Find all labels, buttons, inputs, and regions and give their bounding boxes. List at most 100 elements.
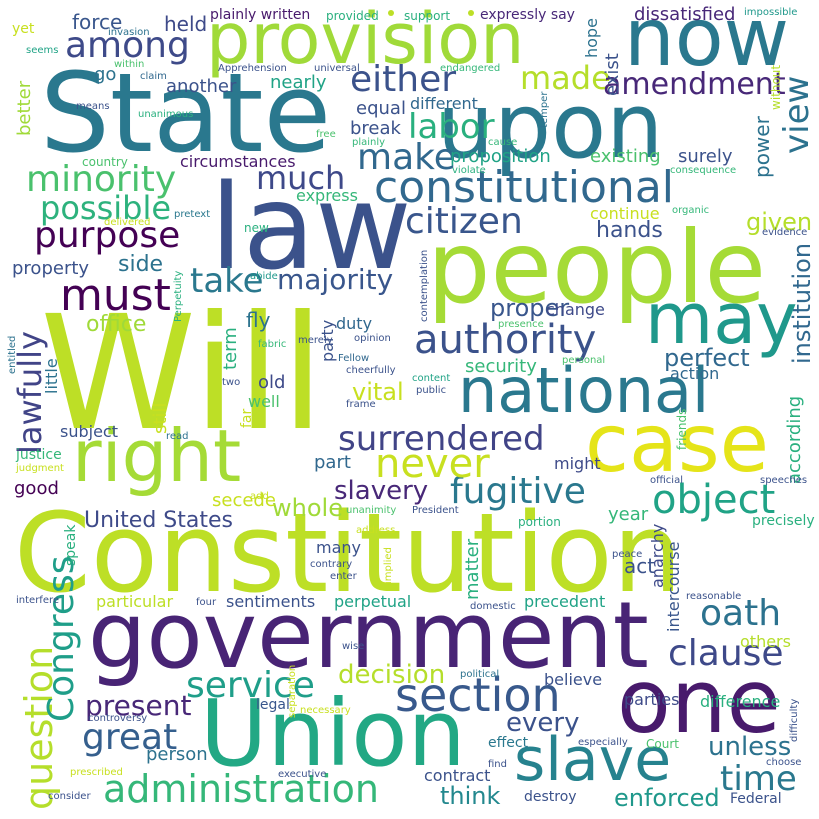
word-peace: peace: [612, 549, 643, 560]
word-make: make: [357, 137, 456, 178]
word-separation: separation: [287, 664, 298, 718]
word-national: national: [458, 354, 710, 427]
word-speeches: speeches: [760, 475, 808, 486]
word-upon: upon: [437, 74, 664, 179]
word-well: well: [248, 392, 280, 411]
word-held: held: [164, 12, 208, 36]
word-consider: consider: [48, 791, 91, 802]
word-might: might: [554, 454, 601, 473]
separator-dot: [388, 10, 394, 16]
word-reasonable: reasonable: [686, 591, 742, 602]
word-speak: speak: [63, 524, 79, 566]
word-hope: hope: [582, 18, 601, 58]
word-delivered: delivered: [104, 217, 151, 228]
word-good: good: [14, 478, 59, 499]
word-evidence: evidence: [762, 227, 808, 238]
word-congress: Congress: [41, 555, 82, 723]
word-circumstances: circumstances: [180, 152, 296, 171]
word-never: never: [375, 441, 490, 487]
word-secede: secede: [212, 490, 276, 511]
word-cause: cause: [488, 137, 518, 148]
word-fugitive: fugitive: [450, 471, 586, 512]
word-contrary: contrary: [310, 559, 353, 570]
word-official: official: [650, 475, 683, 486]
word-violate: violate: [452, 165, 486, 176]
word-take: take: [190, 261, 264, 301]
word-difference: difference: [700, 692, 781, 711]
word-think: think: [440, 782, 501, 810]
word-executive: executive: [278, 769, 327, 780]
word-either: either: [350, 59, 457, 100]
word-country: country: [82, 155, 128, 169]
word-four: four: [196, 597, 217, 608]
word-friends: friends: [675, 408, 689, 450]
word-wise: wise: [342, 641, 365, 652]
word-little: little: [42, 358, 61, 394]
word-whole: whole: [272, 494, 343, 522]
word-provided: provided: [326, 9, 379, 23]
word-part: part: [314, 452, 351, 473]
word-minority: minority: [26, 159, 177, 200]
word-anarchy: anarchy: [648, 523, 667, 588]
word-opinion: opinion: [354, 333, 391, 344]
word-public: public: [416, 385, 447, 396]
word-legal: legal: [256, 697, 290, 713]
word-action: action: [670, 364, 720, 383]
word-different: different: [410, 94, 478, 113]
word-difficulty: difficulty: [789, 698, 800, 742]
word-section: section: [395, 668, 561, 722]
word-right: right: [72, 414, 242, 498]
word-majority: majority: [277, 263, 394, 296]
word-year: year: [608, 504, 649, 525]
word-temper: temper: [539, 91, 550, 128]
word-plainly-written: plainly written: [210, 7, 311, 23]
word-dissatisfied: dissatisfied: [634, 4, 736, 25]
word-given: given: [746, 208, 813, 236]
word-merely: merely: [298, 335, 333, 346]
word-means: means: [76, 101, 110, 112]
word-oath: oath: [700, 593, 782, 634]
word-read: read: [166, 431, 189, 442]
word-people: people: [427, 209, 766, 326]
word-object: object: [652, 477, 776, 523]
word-constitution: Constitution: [14, 489, 683, 617]
word-law: law: [210, 158, 412, 296]
word-will: Will: [40, 282, 325, 466]
word-believe: believe: [544, 670, 603, 689]
word-perpetuity: Perpetuity: [173, 270, 184, 322]
word-without: without: [769, 64, 783, 110]
word-purpose: purpose: [34, 215, 181, 256]
word-side: side: [118, 252, 164, 277]
word-consequence: consequence: [670, 165, 737, 176]
word-existing: existing: [590, 146, 661, 167]
word-institution: institution: [788, 242, 816, 364]
word-contemplation: contemplation: [419, 249, 430, 322]
word-personal: personal: [562, 355, 606, 366]
word-authority: authority: [414, 317, 597, 363]
word-effect: effect: [488, 735, 529, 751]
word-impossible: impossible: [744, 7, 798, 18]
word-slave: slave: [514, 725, 672, 795]
word-entitled: entitled: [7, 335, 18, 374]
word-still: still: [150, 402, 171, 434]
word-change: change: [546, 300, 605, 319]
word-justice: justice: [16, 447, 62, 463]
word-yet: yet: [12, 21, 35, 37]
word-act: act: [624, 554, 656, 578]
word-better: better: [14, 80, 35, 136]
word-support: support: [404, 9, 451, 23]
word-controversy: controversy: [88, 713, 148, 724]
word-plainly: plainly: [352, 137, 386, 148]
word-lawfully: present: [85, 689, 192, 722]
word-precisely: precisely: [752, 513, 815, 529]
word-political: political: [460, 669, 500, 680]
word-force: force: [72, 10, 123, 34]
word-security: security: [465, 356, 537, 377]
word-proposition: proposition: [450, 146, 551, 167]
word-portion: portion: [518, 515, 561, 529]
word-express: express: [296, 186, 358, 205]
word-property: property: [12, 258, 90, 279]
word-especially: especially: [578, 737, 628, 748]
word-break: break: [350, 118, 401, 139]
